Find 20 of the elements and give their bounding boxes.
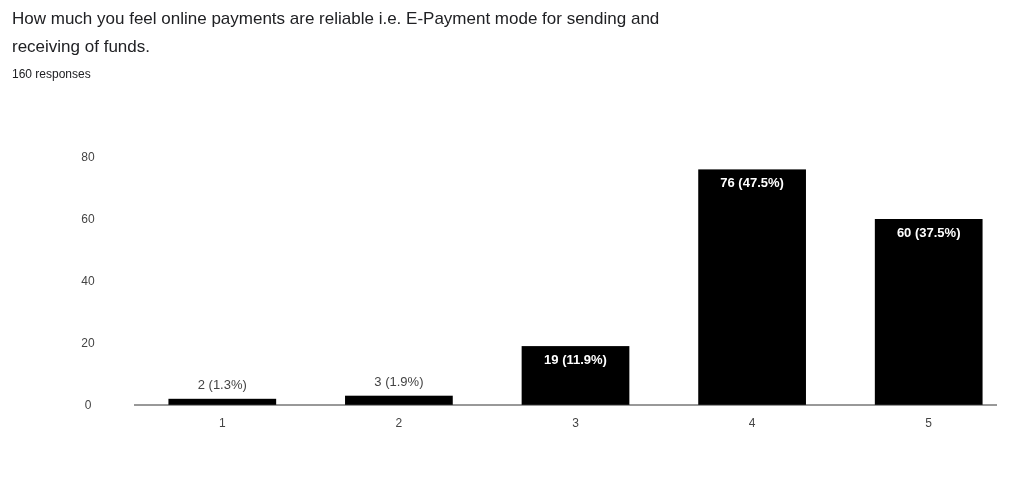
bar [698, 169, 806, 405]
data-label: 3 (1.9%) [374, 373, 424, 389]
data-label: 19 (11.9%) [544, 352, 607, 368]
x-tick-label: 5 [925, 416, 933, 430]
y-tick-label: 0 [84, 398, 92, 413]
chart-title: How much you feel online payments are reliable i.e. E-Payment mode for sending and receiving of funds. [12, 9, 660, 56]
data-label: 60 (37.5%) [896, 225, 961, 240]
y-tick-label: 20 [81, 336, 95, 351]
x-tick-label: 1 [218, 416, 226, 430]
bar [874, 219, 983, 405]
chart-subtitle: 160 responses [12, 67, 91, 81]
y-tick-label: 60 [81, 212, 95, 227]
x-tick-label: 4 [748, 416, 756, 430]
y-tick-label: 40 [81, 274, 95, 289]
x-tick-label: 3 [572, 416, 580, 430]
x-tick-label: 2 [395, 416, 403, 430]
data-label: 76 (47.5%) [720, 175, 784, 191]
y-tick-label: 80 [81, 150, 95, 165]
bar [521, 346, 630, 405]
data-label: 2 (1.3%) [197, 376, 247, 392]
